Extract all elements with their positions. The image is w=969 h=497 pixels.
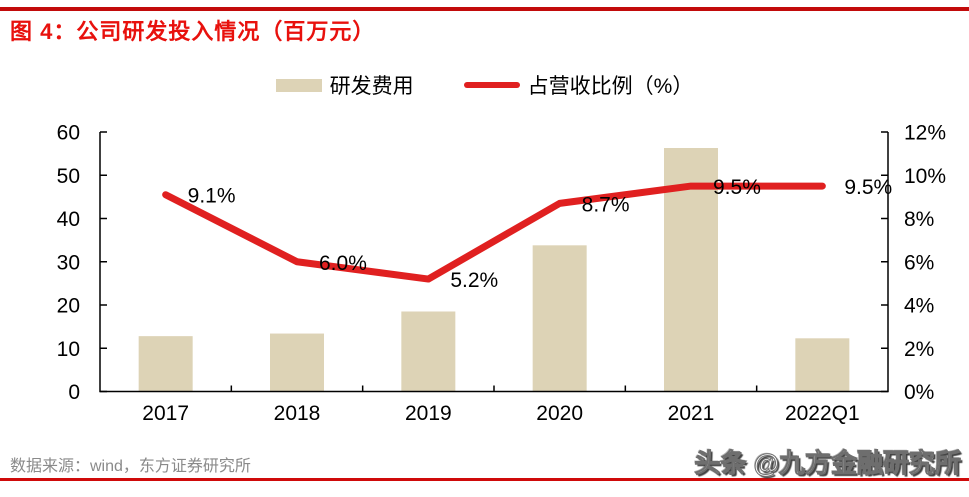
legend-line-label: 占营收比例（%） — [527, 75, 694, 98]
bar-2019 — [401, 311, 456, 392]
x-axis-label-2020: 2020 — [536, 402, 583, 425]
left-axis-tick-label: 40 — [57, 208, 80, 231]
bar-2020 — [532, 245, 587, 392]
left-axis-tick-label: 10 — [57, 338, 80, 361]
ratio-line-series — [162, 182, 826, 283]
right-axis-tick-label: 0% — [904, 381, 934, 404]
line-point-label-2018: 6.0% — [319, 252, 367, 275]
bottom-divider-rule — [0, 478, 969, 481]
x-axis-label-2022Q1: 2022Q1 — [785, 402, 860, 425]
bar-2017 — [138, 336, 193, 392]
top-divider-rule — [0, 7, 969, 11]
line-swatch-icon — [463, 82, 520, 88]
left-axis-tick-label: 50 — [57, 165, 80, 188]
data-source-note: 数据来源：wind，东方证券研究所 — [10, 458, 251, 475]
bar-2022Q1 — [795, 338, 850, 392]
right-axis-tick-label: 2% — [904, 338, 934, 361]
line-point-label-2022Q1: 9.5% — [844, 176, 892, 199]
legend-item-line: 占营收比例（%） — [463, 70, 694, 100]
watermark-text: 头条 @九方金融研究所 — [694, 448, 962, 479]
line-point-label-2021: 9.5% — [713, 176, 761, 199]
legend-item-bar: 研发费用 — [275, 70, 414, 100]
figure-title: 图 4：公司研发投入情况（百万元） — [10, 19, 376, 44]
bar-2018 — [270, 333, 324, 392]
left-axis-tick-label: 60 — [57, 122, 80, 145]
left-axis-tick-label: 0 — [68, 381, 80, 404]
x-axis-label-2021: 2021 — [668, 402, 715, 425]
x-axis-label-2017: 2017 — [142, 402, 189, 425]
line-point-label-2019: 5.2% — [450, 269, 498, 292]
right-axis-tick-label: 4% — [904, 295, 934, 318]
right-axis-tick-label: 12% — [904, 122, 946, 145]
bar-swatch-icon — [275, 78, 322, 92]
legend-bar-label: 研发费用 — [329, 75, 414, 98]
chart-legend: 研发费用 占营收比例（%） — [0, 70, 969, 100]
x-axis-label-2018: 2018 — [274, 402, 321, 425]
line-point-label-2017: 9.1% — [188, 185, 236, 208]
left-axis-tick-label: 20 — [57, 295, 80, 318]
x-axis-label-2019: 2019 — [405, 402, 452, 425]
right-axis-tick-label: 6% — [904, 251, 934, 274]
axis-frame — [99, 132, 889, 393]
line-point-label-2020: 8.7% — [582, 193, 630, 216]
left-axis-tick-label: 30 — [57, 251, 80, 274]
right-axis-tick-label: 8% — [904, 208, 934, 231]
right-axis-tick-label: 10% — [904, 165, 946, 188]
